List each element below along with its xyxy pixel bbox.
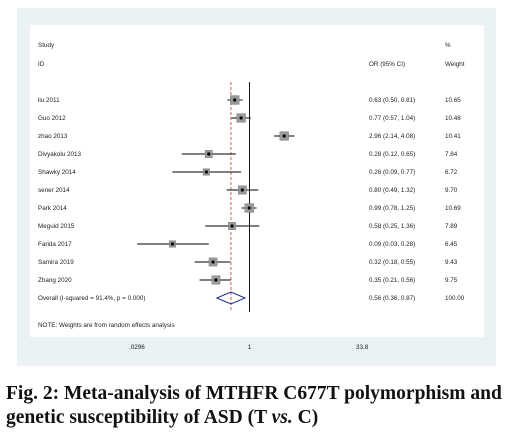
- study-weight: 10.69: [445, 205, 461, 212]
- study-point-estimate: [240, 188, 244, 192]
- study-or-ci: 0.80 (0.49, 1.32): [369, 187, 415, 194]
- study-weight: 9.75: [445, 277, 458, 284]
- study-weight: 6.45: [445, 241, 458, 248]
- weights-note: NOTE: Weights are from random effects an…: [38, 322, 175, 329]
- study-weight: 7.89: [445, 223, 458, 230]
- header-percent: %: [445, 42, 451, 49]
- study-label: Shawky 2014: [38, 169, 76, 176]
- study-point-estimate: [204, 170, 208, 174]
- study-weight: 9.43: [445, 259, 458, 266]
- study-weight: 6.72: [445, 169, 458, 176]
- header-weight: Weight: [445, 61, 465, 68]
- x-tick-label: 1: [248, 344, 252, 351]
- study-or-ci: 0.09 (0.03, 0.28): [369, 241, 415, 248]
- study-point-estimate: [211, 260, 215, 264]
- study-point-estimate: [214, 278, 218, 282]
- study-or-ci: 0.99 (0.78, 1.25): [369, 205, 415, 212]
- study-label: Park 2014: [38, 205, 67, 212]
- forest-plot: Study% ID OR (95% CI) Weight liu 2011 0.63 (0…: [17, 8, 496, 366]
- overall-weight: 100.00: [445, 295, 465, 302]
- header-id: ID: [38, 61, 45, 68]
- study-point-estimate: [247, 206, 251, 210]
- study-label: zhao 2013: [38, 133, 68, 140]
- header-or-ci: OR (95% CI): [369, 61, 405, 68]
- study-label: sener 2014: [38, 187, 70, 194]
- study-point-estimate: [207, 152, 211, 156]
- study-point-estimate: [233, 98, 237, 102]
- caption-text-vs: vs.: [271, 407, 293, 428]
- study-point-estimate: [170, 242, 175, 246]
- caption-text-main: Fig. 2: Meta-analysis of MTHFR C677T pol…: [6, 383, 502, 428]
- study-label: liu 2011: [38, 97, 60, 104]
- study-or-ci: 0.35 (0.21, 0.56): [369, 277, 415, 284]
- study-label: Divyakolu 2013: [38, 151, 82, 158]
- study-or-ci: 0.26 (0.09, 0.77): [369, 169, 415, 176]
- study-weight: 10.41: [445, 133, 461, 140]
- study-or-ci: 0.77 (0.57, 1.04): [369, 115, 415, 122]
- study-or-ci: 2.96 (2.14, 4.08): [369, 133, 415, 140]
- study-weight: 7.84: [445, 151, 458, 158]
- forest-plot-svg: Study % ID OR (95% CI) Weight liu 2011 0.63 (0…: [17, 8, 496, 366]
- figure-caption: Fig. 2: Meta-analysis of MTHFR C677T pol…: [6, 382, 511, 430]
- study-or-ci: 0.63 (0.50, 0.81): [369, 97, 415, 104]
- study-label: Meguid 2015: [38, 223, 75, 230]
- study-point-estimate: [239, 116, 243, 120]
- study-label: Farida 2017: [38, 241, 72, 248]
- overall-label: Overall (I-squared = 91.4%, p = 0.000): [38, 295, 145, 302]
- caption-text-end: C): [292, 407, 319, 428]
- study-weight: 10.48: [445, 115, 461, 122]
- study-or-ci: 0.28 (0.12, 0.65): [369, 151, 415, 158]
- study-point-estimate: [230, 224, 234, 228]
- header-study: Study: [38, 42, 55, 49]
- x-tick-label: .0296: [129, 344, 145, 351]
- study-label: Samira 2019: [38, 259, 74, 266]
- study-weight: 10.65: [445, 97, 461, 104]
- overall-or-ci: 0.56 (0.36, 0.87): [369, 295, 415, 302]
- overall-diamond: [215, 291, 247, 305]
- study-or-ci: 0.58 (0.25, 1.36): [369, 223, 415, 230]
- study-point-estimate: [282, 134, 286, 138]
- plot-area-background: [30, 25, 484, 337]
- x-tick-label: 33.8: [356, 344, 369, 351]
- study-or-ci: 0.32 (0.18, 0.55): [369, 259, 415, 266]
- study-label: Zhang 2020: [38, 277, 72, 284]
- study-label: Guo 2012: [38, 115, 66, 122]
- study-weight: 9.70: [445, 187, 458, 194]
